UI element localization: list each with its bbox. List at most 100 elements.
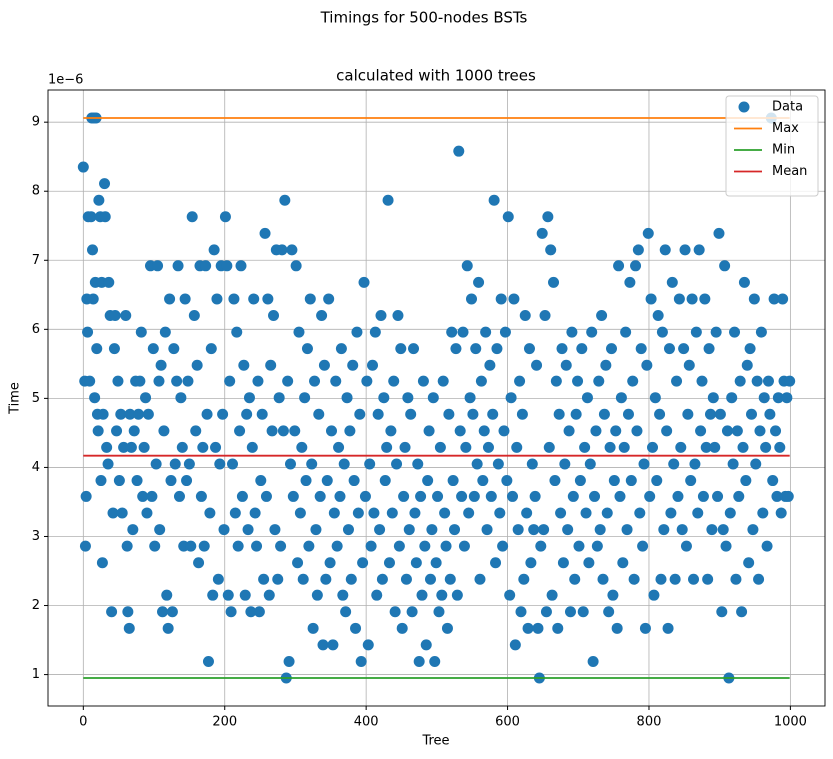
data-point <box>218 524 230 536</box>
data-point <box>516 408 528 420</box>
data-point <box>560 359 572 371</box>
data-point <box>198 540 210 552</box>
data-point <box>682 408 694 420</box>
data-point <box>488 194 500 206</box>
data-point <box>613 260 625 272</box>
data-point <box>621 524 633 536</box>
data-point <box>604 441 616 453</box>
data-point <box>576 343 588 355</box>
data-point <box>327 639 339 651</box>
data-point <box>296 441 308 453</box>
data-point <box>463 507 475 519</box>
data-point <box>750 458 762 470</box>
data-point <box>229 507 241 519</box>
data-point <box>157 606 169 618</box>
data-point <box>338 458 350 470</box>
data-point <box>542 211 554 223</box>
data-point <box>461 260 473 272</box>
data-point <box>590 425 602 437</box>
legend-label: Max <box>772 121 799 136</box>
data-point <box>473 276 485 288</box>
data-point <box>82 326 94 338</box>
data-point <box>376 573 388 585</box>
data-point <box>781 392 793 404</box>
data-point <box>456 490 468 502</box>
data-point <box>272 573 284 585</box>
data-point <box>481 524 493 536</box>
data-point <box>242 524 254 536</box>
data-point <box>335 343 347 355</box>
data-point <box>777 293 789 305</box>
data-point <box>614 490 626 502</box>
data-point <box>678 343 690 355</box>
data-point <box>669 573 681 585</box>
data-point <box>249 507 261 519</box>
data-point <box>563 425 575 437</box>
data-point <box>283 655 295 667</box>
data-point <box>509 639 521 651</box>
data-point <box>175 392 187 404</box>
data-point <box>447 475 459 487</box>
data-point <box>647 441 659 453</box>
data-point <box>423 425 435 437</box>
data-point <box>466 293 477 305</box>
data-point <box>538 524 550 536</box>
data-point <box>310 524 322 536</box>
data-point <box>648 589 660 601</box>
data-point <box>453 145 465 157</box>
data-point <box>169 458 181 470</box>
y-tick-label: 6 <box>32 322 40 337</box>
data-point <box>601 507 613 519</box>
data-point <box>205 343 217 355</box>
data-point <box>236 490 248 502</box>
data-point <box>112 375 124 387</box>
data-point <box>586 326 598 338</box>
data-point <box>311 589 323 601</box>
data-point <box>123 622 135 634</box>
data-point <box>149 540 161 552</box>
data-point <box>717 524 729 536</box>
data-point <box>155 359 167 371</box>
data-point <box>663 343 675 355</box>
data-point <box>764 408 776 420</box>
data-point <box>116 507 128 519</box>
data-point <box>204 507 216 519</box>
data-point <box>108 343 120 355</box>
data-point <box>754 425 766 437</box>
data-point <box>767 475 779 487</box>
data-point <box>622 408 634 420</box>
y-tick-label: 8 <box>32 184 40 199</box>
data-point <box>719 260 731 272</box>
data-point <box>726 392 738 404</box>
data-point <box>135 326 147 338</box>
data-point <box>702 573 714 585</box>
data-point <box>760 441 772 453</box>
data-point <box>492 458 504 470</box>
plot-frame <box>47 89 826 707</box>
data-point <box>214 458 226 470</box>
data-point <box>342 524 354 536</box>
data-point <box>101 441 113 453</box>
data-point <box>665 507 677 519</box>
data-point <box>716 606 728 618</box>
data-point <box>95 475 107 487</box>
data-point <box>546 589 558 601</box>
data-point <box>309 375 321 387</box>
data-point <box>580 507 592 519</box>
data-point <box>120 310 132 322</box>
data-point <box>598 408 610 420</box>
data-point <box>303 540 315 552</box>
data-point <box>217 408 229 420</box>
data-point <box>276 244 288 256</box>
y-tick-label: 3 <box>32 529 40 544</box>
data-point <box>372 408 384 420</box>
data-point <box>268 310 280 322</box>
data-point <box>138 441 150 453</box>
data-point <box>624 276 636 288</box>
data-point <box>642 227 654 239</box>
data-point <box>692 507 704 519</box>
data-point <box>753 573 765 585</box>
data-point <box>400 573 412 585</box>
data-point <box>263 589 275 601</box>
data-point <box>548 276 560 288</box>
